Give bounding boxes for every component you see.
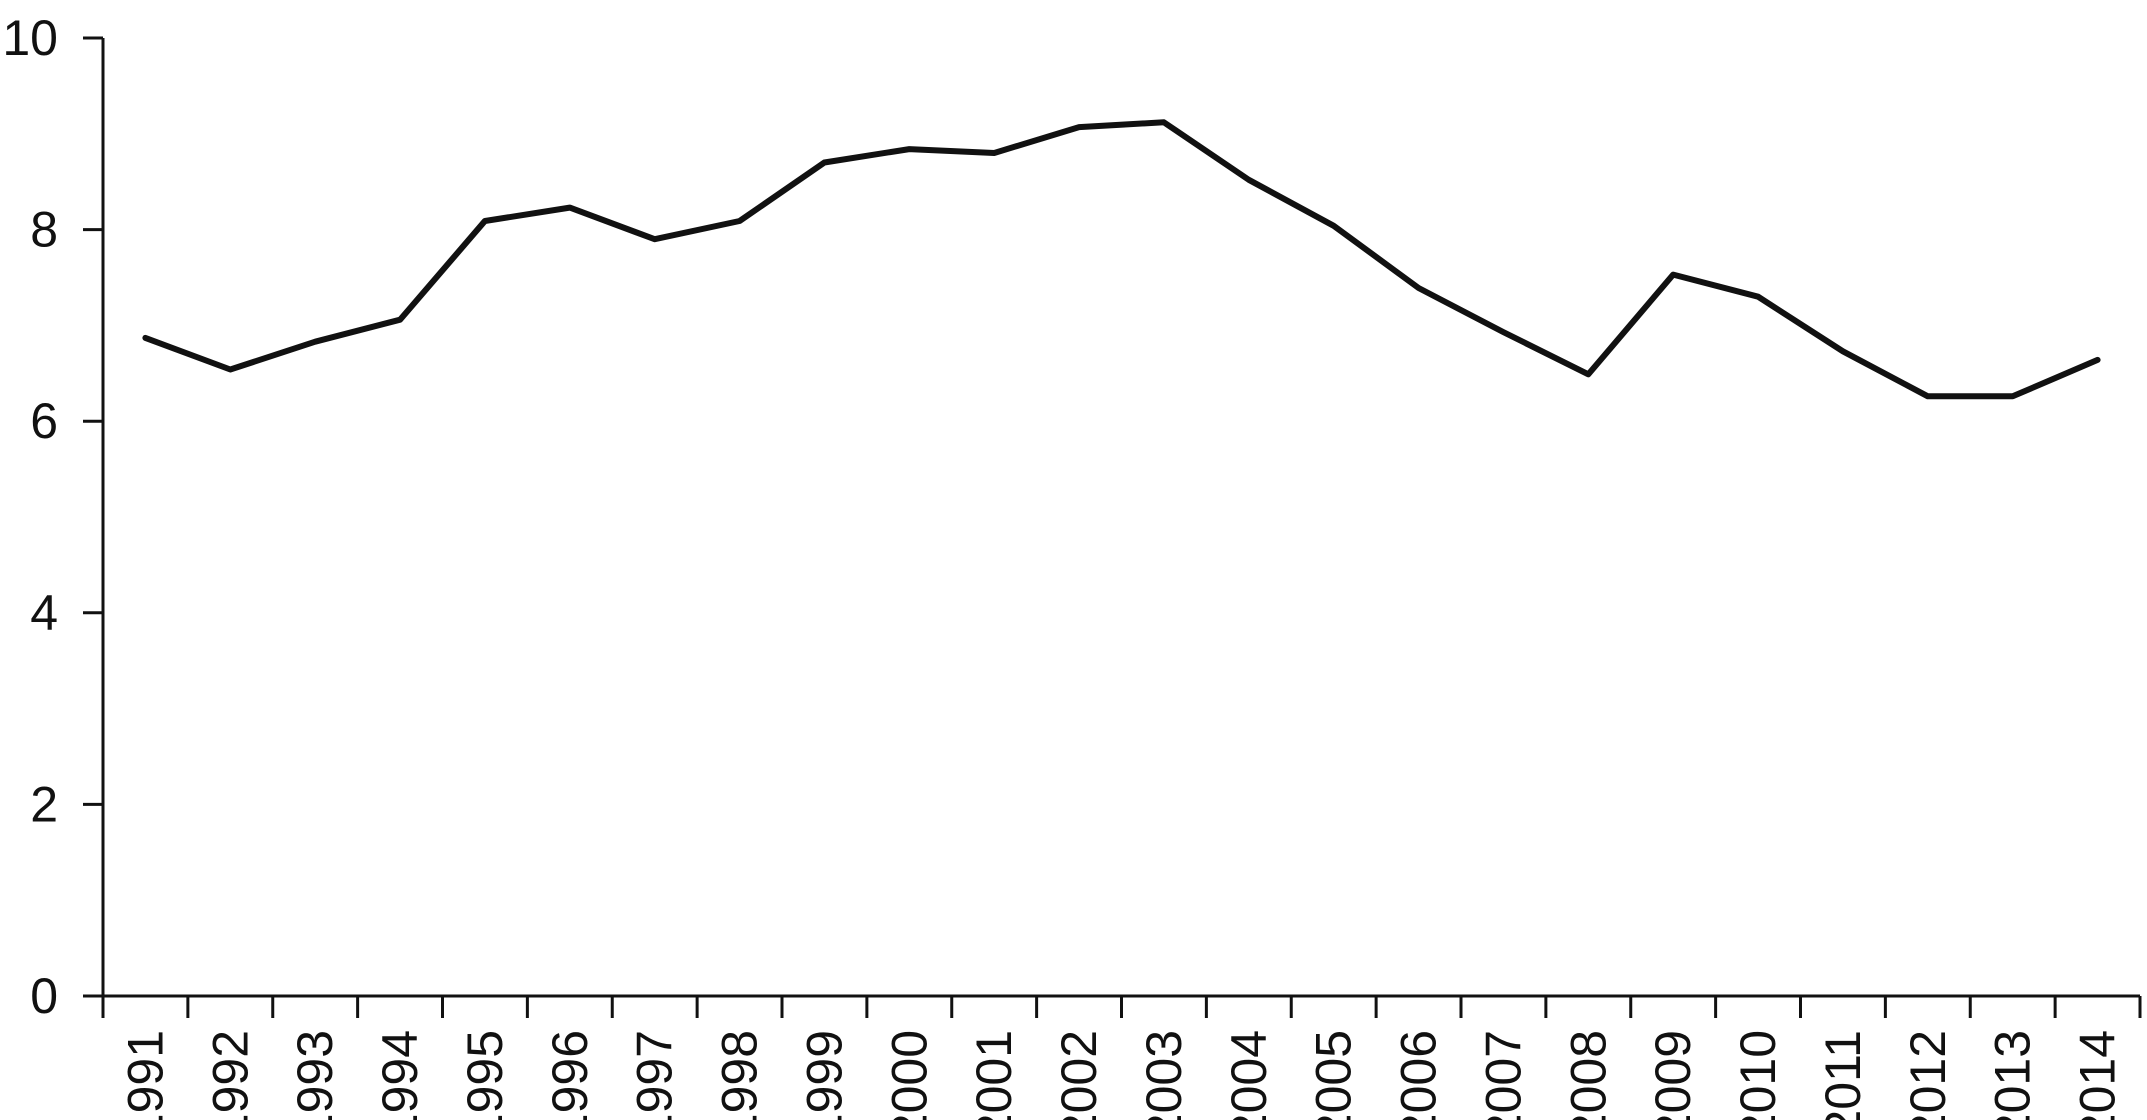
x-tick-label: 2003 bbox=[1136, 1030, 1192, 1120]
x-axis: 1991 1992 1993 1994 1995 1996 1997 1998 1999 2000… bbox=[101, 994, 2142, 1120]
series-layer bbox=[142, 119, 2101, 400]
x-tick-label: 1996 bbox=[542, 1030, 598, 1120]
y-tick-label: 0 bbox=[30, 968, 58, 1024]
x-tick-label: 1994 bbox=[372, 1030, 428, 1120]
x-tick-label: 2000 bbox=[881, 1030, 937, 1120]
x-tick-label: 2002 bbox=[1051, 1030, 1107, 1120]
x-tick-label: 2010 bbox=[1730, 1030, 1786, 1120]
x-tick-label: 1995 bbox=[457, 1030, 513, 1120]
y-tick-label: 2 bbox=[30, 776, 58, 832]
y-tick-label: 6 bbox=[30, 393, 58, 449]
x-tick-label: 2004 bbox=[1221, 1030, 1277, 1120]
y-tick-label: 8 bbox=[30, 202, 58, 258]
x-tick-label: 1991 bbox=[117, 1030, 173, 1120]
x-tick-label: 2011 bbox=[1815, 1030, 1871, 1120]
y-tick-label: 4 bbox=[30, 585, 58, 641]
x-tick-label: 2014 bbox=[2070, 1030, 2126, 1120]
x-tick-label: 2012 bbox=[1900, 1030, 1956, 1120]
y-tick-label: 10 bbox=[2, 10, 58, 66]
x-tick-label: 2001 bbox=[966, 1030, 1022, 1120]
x-tick-label: 1993 bbox=[287, 1030, 343, 1120]
x-tick-label: 2006 bbox=[1391, 1030, 1447, 1120]
x-tick-label: 2005 bbox=[1306, 1030, 1362, 1120]
x-tick-label: 2008 bbox=[1560, 1030, 1616, 1120]
y-axis: 0 2 4 6 8 10 bbox=[2, 10, 105, 1024]
x-tick-label: 2007 bbox=[1475, 1030, 1531, 1120]
x-tick-label: 1999 bbox=[796, 1030, 852, 1120]
x-tick-label: 2009 bbox=[1645, 1030, 1701, 1120]
x-tick-label: 1998 bbox=[712, 1030, 768, 1120]
x-tick-label: 2013 bbox=[1985, 1030, 2041, 1120]
x-tick-label: 1997 bbox=[627, 1030, 683, 1120]
series-line bbox=[142, 119, 2101, 400]
x-tick-label: 1992 bbox=[202, 1030, 258, 1120]
